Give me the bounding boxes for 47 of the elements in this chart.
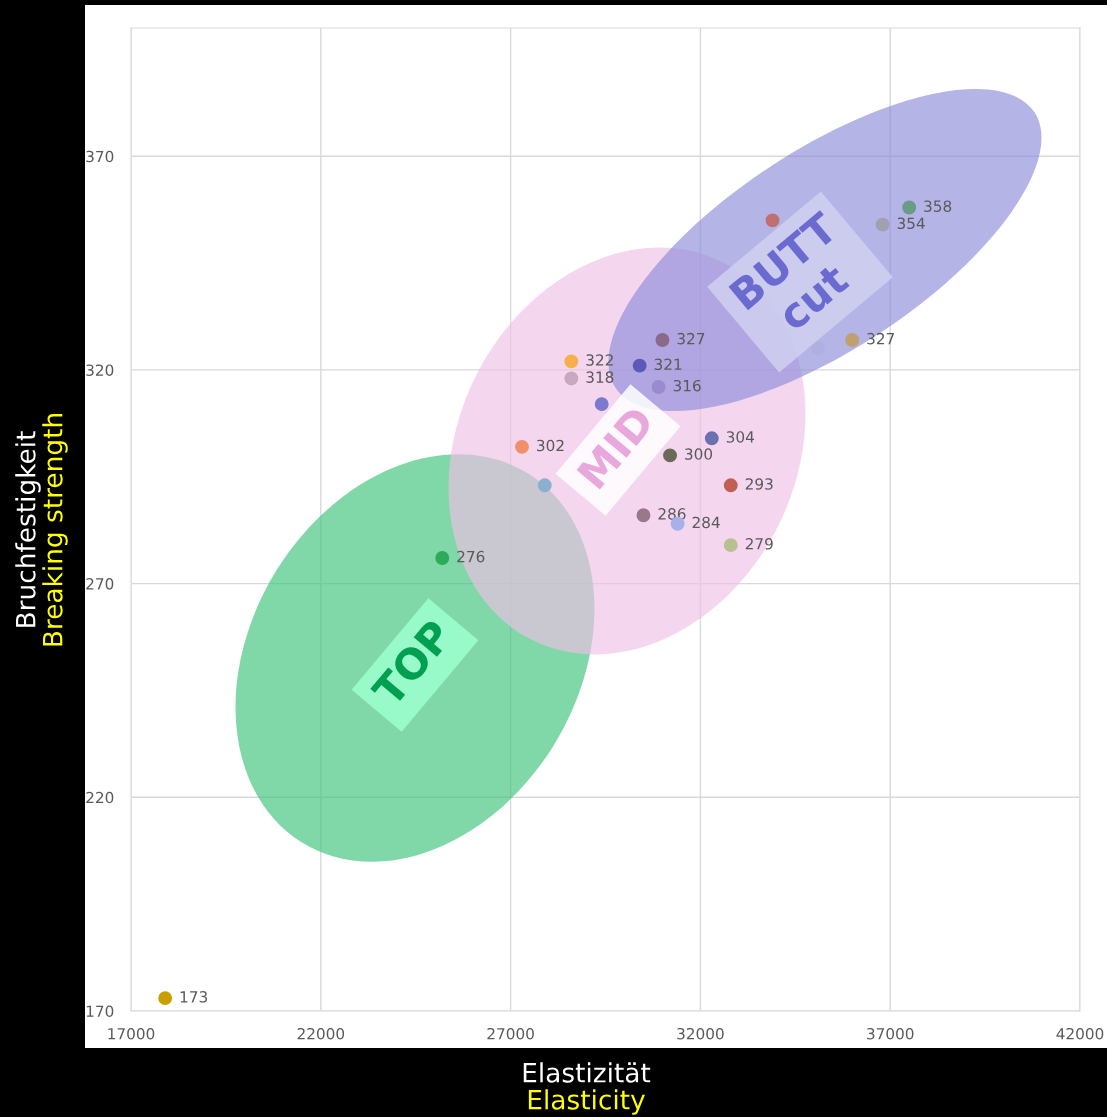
point <box>158 991 173 1006</box>
y-tick-label: 370 <box>86 150 114 163</box>
point <box>564 371 579 386</box>
data-label: 284 <box>692 516 720 529</box>
point <box>704 431 719 446</box>
point <box>537 478 552 493</box>
data-label: 327 <box>677 332 705 345</box>
y-tick-label: 320 <box>86 364 114 376</box>
x-tick-label: 37000 <box>867 1027 914 1040</box>
x-axis-title: Elastizität Elasticity <box>523 1062 651 1115</box>
data-label: 300 <box>685 448 713 460</box>
data-label: 173 <box>180 991 207 1003</box>
point <box>651 380 666 394</box>
data-label: 316 <box>673 379 701 392</box>
point <box>663 448 677 463</box>
point <box>515 439 529 454</box>
x-tick-label: 17000 <box>108 1027 155 1040</box>
data-label: 302 <box>537 439 564 452</box>
point <box>723 478 738 493</box>
point <box>632 358 647 373</box>
point <box>636 508 651 523</box>
data-label: 293 <box>745 478 773 490</box>
data-label: 358 <box>924 200 952 212</box>
point <box>811 341 826 356</box>
data-label: 354 <box>897 217 925 230</box>
x-tick-label: 42000 <box>1056 1027 1104 1040</box>
data-label: 318 <box>586 371 614 383</box>
data-label: 327 <box>867 332 894 345</box>
x-tick-label: 27000 <box>487 1027 534 1040</box>
y-tick-label: 170 <box>86 1005 114 1018</box>
data-label: 279 <box>745 538 773 550</box>
point <box>875 217 890 232</box>
y-tick-label: 220 <box>86 791 114 804</box>
data-label: 286 <box>658 508 686 520</box>
point <box>723 538 738 553</box>
x-tick-label: 22000 <box>297 1027 345 1040</box>
data-label: 321 <box>654 358 682 371</box>
y-tick-label: 270 <box>86 578 114 590</box>
x-tick-label: 32000 <box>677 1027 724 1040</box>
point <box>435 551 450 565</box>
point <box>655 333 670 347</box>
point <box>902 200 917 215</box>
point <box>845 333 860 347</box>
y-axis-title: Bruchfestigkeit Breaking strength <box>15 414 68 646</box>
data-label: 304 <box>726 431 754 443</box>
data-label: 322 <box>586 354 613 366</box>
point <box>564 354 579 369</box>
